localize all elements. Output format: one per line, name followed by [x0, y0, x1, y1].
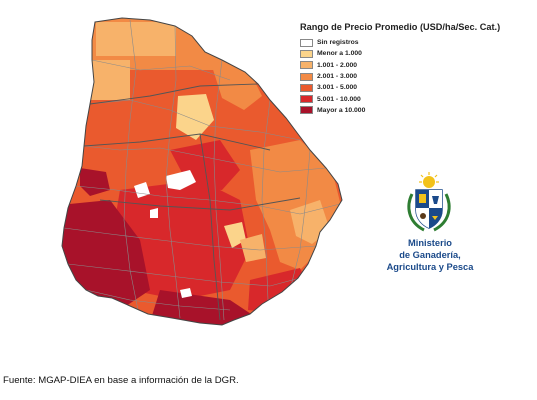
region-north-light — [96, 22, 176, 56]
no-record-patch-3 — [150, 208, 158, 218]
legend-item: 2.001 - 3.000 — [300, 71, 535, 82]
coat-of-arms-icon — [407, 172, 451, 232]
region-west-dark — [80, 168, 110, 196]
region-mid-light — [176, 94, 214, 140]
legend-label: 1.001 - 2.000 — [317, 61, 358, 69]
legend-label: Mayor a 10.000 — [317, 106, 366, 114]
legend-item: 5.001 - 10.000 — [300, 93, 535, 104]
legend-swatch — [300, 72, 313, 81]
source-note: Fuente: MGAP-DIEA en base a información … — [3, 375, 239, 386]
legend-label: 5.001 - 10.000 — [317, 95, 361, 103]
country-outline — [61, 17, 343, 326]
legend-item: 3.001 - 5.000 — [300, 82, 535, 93]
legend-swatch — [300, 49, 313, 58]
no-record-patch-2 — [166, 170, 196, 190]
legend-swatch — [300, 106, 313, 115]
region-north-light2 — [186, 98, 202, 114]
legend-swatch — [300, 95, 313, 104]
ministry-name: Ministerio de Ganadería, Agricultura y P… — [370, 237, 490, 273]
ministry-line-2: de Ganadería, — [399, 250, 461, 260]
legend-label: Menor a 1.000 — [317, 50, 362, 58]
legend-label: Sin registros — [317, 39, 359, 47]
region-southeast-red — [248, 268, 310, 312]
legend-item: Menor a 1.000 — [300, 48, 535, 59]
ministry-line-1: Ministerio — [408, 238, 452, 248]
legend-label: 3.001 - 5.000 — [317, 84, 358, 92]
legend-item: Mayor a 10.000 — [300, 105, 535, 116]
no-record-patch-4 — [180, 288, 192, 298]
region-east-light2 — [240, 234, 266, 262]
region-southwest-dark — [62, 200, 150, 310]
legend-title: Rango de Precio Promedio (USD/ha/Sec. Ca… — [300, 22, 501, 32]
legend-swatch — [300, 83, 313, 92]
legend-item: 1.001 - 2.000 — [300, 60, 535, 71]
map-legend: Rango de Precio Promedio (USD/ha/Sec. Ca… — [300, 22, 535, 116]
legend-label: 2.001 - 3.000 — [317, 73, 358, 81]
department-boundaries — [83, 83, 301, 321]
region-north-west — [90, 60, 130, 100]
legend-swatch — [300, 61, 313, 70]
ministry-line-3: Agricultura y Pesca — [386, 262, 474, 272]
legend-item: Sin registros — [300, 37, 535, 48]
legend-swatch — [300, 38, 313, 47]
